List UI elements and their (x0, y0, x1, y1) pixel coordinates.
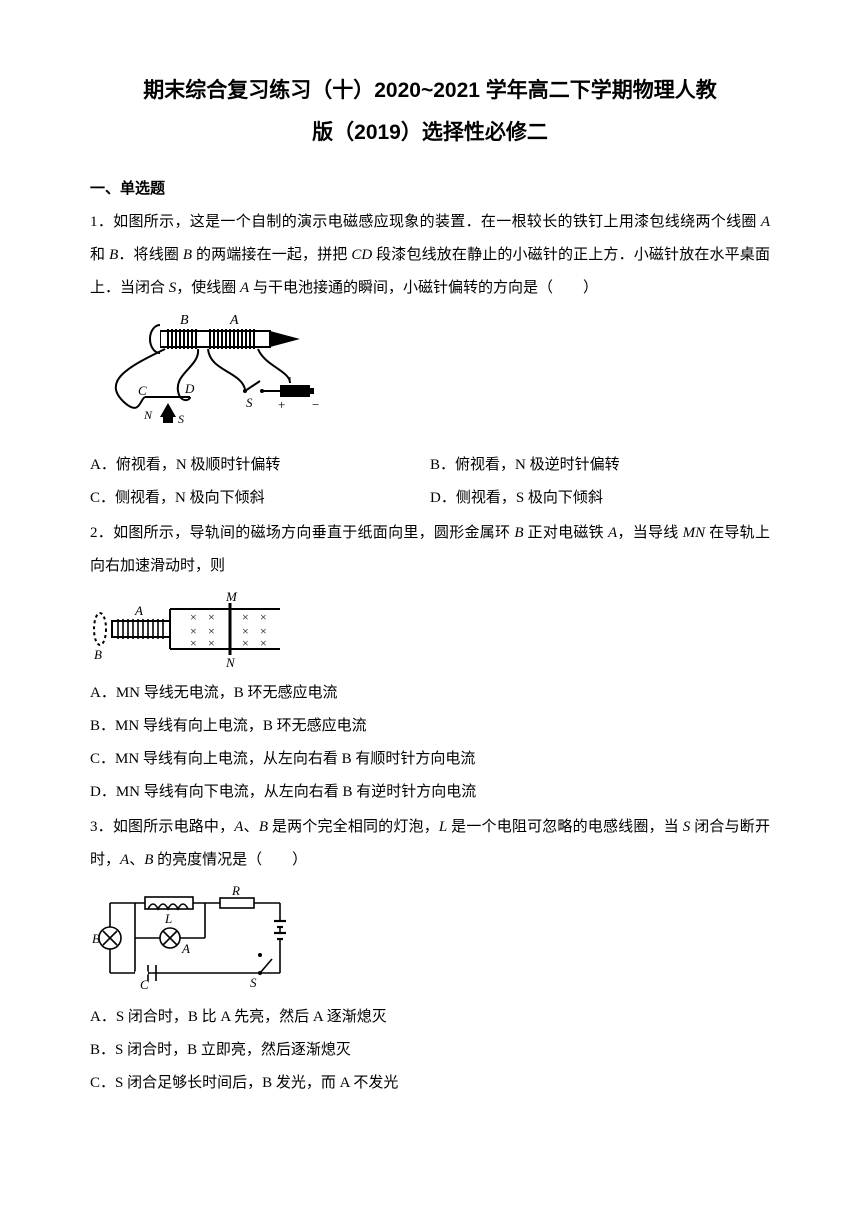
q3-t7: 的亮度情况是（ ） (153, 852, 307, 868)
q1-choice-B: B．俯视看，N 极逆时针偏转 (430, 449, 770, 482)
q3-choice-B: B．S 闭合时，B 立即亮，然后逐渐熄灭 (90, 1034, 770, 1067)
q1-t3: ．将线圈 (118, 247, 183, 263)
q3-t2: 、 (243, 819, 258, 835)
q1-B: B (109, 247, 118, 263)
q1-CD: CD (351, 247, 372, 263)
question-2: 2．如图所示，导轨间的磁场方向垂直于纸面向里，圆形金属环 B 正对电磁铁 A，当… (90, 517, 770, 583)
q2-MN: MN (683, 525, 706, 541)
q1-A: A (761, 214, 770, 230)
q2-choice-D: D．MN 导线有向下电流，从左向右看 B 有逆时针方向电流 (90, 776, 770, 809)
q3-t6: 、 (129, 852, 144, 868)
q2-t1: 如图所示，导轨间的磁场方向垂直于纸面向里，圆形金属环 (113, 525, 514, 541)
q1-figure: B A C D N S S + − (90, 311, 770, 441)
q2-A: A (608, 525, 617, 541)
svg-text:×: × (208, 636, 215, 650)
q1-t2: 和 (90, 247, 109, 263)
title-line-2: 版（2019）选择性必修二 (90, 112, 770, 154)
title-line-1: 期末综合复习练习（十）2020~2021 学年高二下学期物理人教 (90, 70, 770, 112)
q1-fig-C: C (138, 383, 147, 398)
q3-choice-C: C．S 闭合足够长时间后，B 发光，而 A 不发光 (90, 1067, 770, 1100)
svg-text:×: × (260, 636, 267, 650)
q2-num: 2． (90, 525, 113, 541)
q3-fig-A: A (181, 941, 190, 956)
q3-t1: 如图所示电路中， (113, 819, 234, 835)
question-3: 3．如图所示电路中，A、B 是两个完全相同的灯泡，L 是一个电阻可忽略的电感线圈… (90, 811, 770, 877)
svg-text:×: × (190, 610, 197, 624)
q1-t1: 如图所示，这是一个自制的演示电磁感应现象的装置．在一根较长的铁钉上用漆包线绕两个… (113, 214, 761, 230)
q1-fig-Ssw: S (246, 395, 253, 410)
q1-t7: 与干电池接通的瞬间，小磁针偏转的方向是（ ） (249, 280, 598, 296)
q1-fig-minus: − (312, 397, 319, 412)
q2-fig-A: A (134, 603, 143, 618)
q1-fig-A: A (229, 313, 239, 328)
q3-A2: A (120, 852, 129, 868)
q3-B: B (259, 819, 268, 835)
q3-fig-L: L (164, 911, 172, 926)
q3-B2: B (144, 852, 153, 868)
q1-choice-D: D．侧视看，S 极向下倾斜 (430, 482, 770, 515)
q3-fig-R: R (231, 883, 240, 898)
q2-choice-A: A．MN 导线无电流，B 环无感应电流 (90, 677, 770, 710)
q1-B2: B (183, 247, 192, 263)
q3-num: 3． (90, 819, 113, 835)
q1-fig-Sc: S (178, 412, 184, 426)
q2-figure: B A M N ×××× ×××× ×××× (90, 589, 770, 669)
q1-A2: A (240, 280, 249, 296)
q1-fig-B: B (180, 313, 189, 328)
q2-choice-C: C．MN 导线有向上电流，从左向右看 B 有顺时针方向电流 (90, 743, 770, 776)
q1-choice-A: A．俯视看，N 极顺时针偏转 (90, 449, 430, 482)
svg-text:×: × (242, 636, 249, 650)
q1-num: 1． (90, 214, 113, 230)
q1-choice-C: C．侧视看，N 极向下倾斜 (90, 482, 430, 515)
q3-L: L (439, 819, 447, 835)
q1-fig-D: D (184, 381, 195, 396)
q1-choice-row-1: A．俯视看，N 极顺时针偏转 B．俯视看，N 极逆时针偏转 (90, 449, 770, 482)
q2-choice-B: B．MN 导线有向上电流，B 环无感应电流 (90, 710, 770, 743)
q3-t3: 是两个完全相同的灯泡， (268, 819, 439, 835)
q3-fig-C: C (140, 977, 149, 992)
q1-fig-plus: + (278, 397, 285, 412)
q2-B: B (514, 525, 523, 541)
q2-fig-B: B (94, 647, 102, 662)
svg-text:×: × (242, 610, 249, 624)
q1-choice-row-2: C．侧视看，N 极向下倾斜 D．侧视看，S 极向下倾斜 (90, 482, 770, 515)
q1-t4: 的两端接在一起，拼把 (192, 247, 351, 263)
q3-fig-S: S (250, 975, 257, 990)
q3-t4: 是一个电阻可忽略的电感线圈，当 (447, 819, 683, 835)
q2-t3: ，当导线 (617, 525, 682, 541)
q1-fig-N: N (143, 408, 153, 422)
q2-fig-M: M (225, 589, 238, 604)
q3-fig-B: B (92, 931, 100, 946)
q2-fig-N: N (225, 655, 236, 669)
svg-text:×: × (190, 636, 197, 650)
q1-t6: ，使线圈 (176, 280, 240, 296)
question-1: 1．如图所示，这是一个自制的演示电磁感应现象的装置．在一根较长的铁钉上用漆包线绕… (90, 206, 770, 305)
svg-text:×: × (208, 610, 215, 624)
q3-choice-A: A．S 闭合时，B 比 A 先亮，然后 A 逐渐熄灭 (90, 1001, 770, 1034)
q3-figure: B L R A C (90, 883, 770, 993)
section-heading: 一、单选题 (90, 176, 770, 202)
q2-t2: 正对电磁铁 (524, 525, 608, 541)
svg-text:×: × (260, 610, 267, 624)
